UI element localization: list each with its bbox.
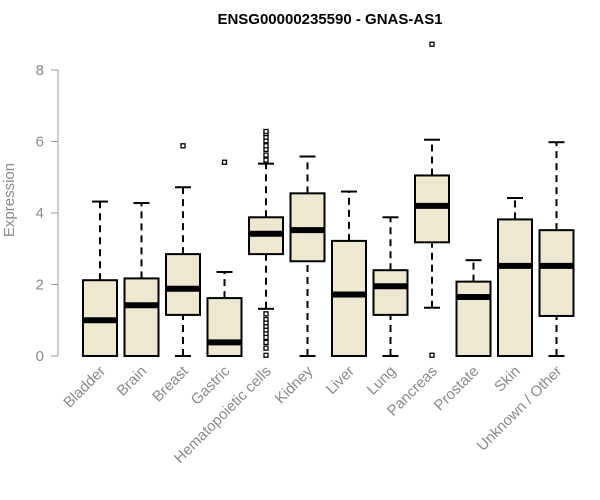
y-axis: 0 2 4 6 8 xyxy=(36,62,59,365)
y-tick-label: 0 xyxy=(36,348,44,365)
outlier-point xyxy=(429,352,435,358)
x-tick-label: Lung xyxy=(364,363,400,399)
box-unknown-other xyxy=(538,141,575,357)
box-liver xyxy=(331,190,367,357)
outlier-point xyxy=(263,334,269,341)
x-tick-label: Bladder xyxy=(60,363,109,412)
x-tick-label: Breast xyxy=(149,362,192,405)
outlier-point xyxy=(263,143,269,149)
x-tick-label: Brain xyxy=(114,363,151,400)
outlier-point xyxy=(263,157,269,163)
outlier-point xyxy=(263,152,269,158)
box-hematopoietic-cells xyxy=(248,128,284,358)
box-iqr xyxy=(497,218,533,357)
outlier-point xyxy=(263,311,269,317)
outlier-point xyxy=(263,339,269,346)
y-tick-label: 4 xyxy=(36,205,44,222)
outlier-point xyxy=(263,128,269,135)
box-iqr xyxy=(123,277,160,357)
outlier-point xyxy=(263,345,269,351)
y-tick-label: 6 xyxy=(36,134,44,151)
box-iqr xyxy=(538,229,575,317)
x-tick-label: Skin xyxy=(491,363,524,396)
chart-title: ENSG00000235590 - GNAS-AS1 xyxy=(217,11,442,28)
box-series xyxy=(82,41,575,358)
x-tick-label: Prostate xyxy=(431,363,483,415)
outlier-point xyxy=(180,143,186,149)
box-kidney xyxy=(289,155,326,357)
outlier-point xyxy=(429,41,435,47)
box-brain xyxy=(123,201,160,357)
x-tick-label: Liver xyxy=(323,363,358,398)
y-tick-label: 2 xyxy=(36,277,44,294)
box-iqr xyxy=(165,253,201,316)
y-tick-label: 8 xyxy=(36,62,44,79)
box-prostate xyxy=(455,259,492,358)
box-bladder xyxy=(82,200,118,357)
box-iqr xyxy=(331,239,367,357)
box-skin xyxy=(497,196,533,357)
outlier-point xyxy=(221,159,228,165)
y-axis-label: Expression xyxy=(1,163,18,237)
box-iqr xyxy=(206,297,243,357)
box-pancreas xyxy=(414,41,450,358)
box-breast xyxy=(165,143,201,357)
x-tick-label: Kidney xyxy=(272,362,317,407)
outlier-point xyxy=(263,352,269,358)
box-iqr xyxy=(372,269,409,316)
box-iqr xyxy=(455,280,492,358)
box-lung xyxy=(372,216,409,357)
box-iqr xyxy=(414,174,450,244)
box-gastric xyxy=(206,159,243,357)
